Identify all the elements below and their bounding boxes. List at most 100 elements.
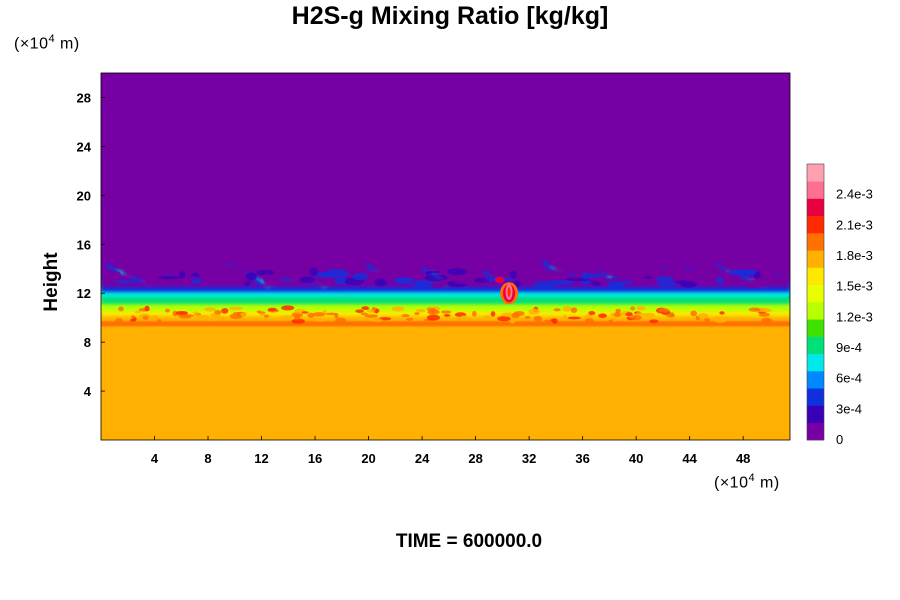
band-speckle: [613, 311, 622, 317]
band-speckle: [459, 315, 469, 321]
band-speckle: [240, 312, 247, 317]
x-tick-label: 40: [629, 451, 643, 466]
band-speckle: [361, 306, 370, 311]
colorbar-swatch: [807, 336, 824, 355]
interface-eddy: [244, 280, 251, 287]
band-speckle: [314, 318, 325, 322]
band-speckle: [570, 307, 578, 313]
interface-eddy: [324, 268, 350, 278]
interface-eddy: [716, 276, 724, 285]
x-tick-label: 36: [575, 451, 589, 466]
band-speckle: [497, 315, 511, 322]
band-speckle: [256, 310, 262, 313]
band-speckle: [401, 314, 410, 318]
interface-eddy: [744, 269, 757, 276]
colorbar-tick-label: 3e-4: [836, 401, 862, 416]
interface-eddy: [514, 280, 521, 288]
band-speckle: [440, 310, 452, 314]
y-axis-unit: (×104 m): [14, 33, 80, 53]
band-speckle: [370, 318, 383, 322]
colorbar-swatch: [807, 181, 824, 199]
colorbar-swatch: [807, 353, 824, 372]
chart-title: H2S-g Mixing Ratio [kg/kg]: [291, 2, 609, 30]
y-tick-label: 24: [77, 139, 92, 154]
band-speckle: [635, 312, 644, 316]
x-axis-unit: (×104 m): [714, 472, 780, 492]
band-speckle: [550, 318, 555, 322]
colorbar-swatch: [807, 371, 824, 389]
band-speckle: [528, 308, 540, 315]
interface-eddy: [256, 269, 275, 276]
interface-eddy: [683, 274, 699, 282]
band-speckle: [719, 311, 725, 315]
band-speckle: [355, 309, 364, 313]
y-tick-label: 28: [77, 90, 91, 105]
band-speckle: [197, 314, 210, 319]
colorbar-tick-label: 1.2e-3: [836, 309, 873, 324]
band-speckle: [584, 314, 593, 319]
interface-eddy: [299, 276, 315, 284]
band-speckle: [366, 309, 374, 313]
band-speckle: [748, 307, 761, 312]
interface-eddy: [179, 271, 186, 279]
interface-eddy: [425, 271, 432, 275]
x-tick-label: 28: [468, 451, 482, 466]
band-speckle: [267, 307, 278, 312]
interface-eddy: [640, 279, 655, 286]
colorbar-tick-label: 2.1e-3: [836, 217, 873, 232]
band-speckle: [263, 314, 270, 318]
band-speckle: [472, 310, 477, 317]
band-speckle: [144, 305, 150, 312]
band-speckle: [415, 308, 426, 313]
band-speckle: [334, 313, 339, 319]
colorbar-tick-label: 1.5e-3: [836, 279, 873, 294]
band-speckle: [704, 318, 711, 323]
colorbar-swatch: [807, 284, 824, 303]
colorbar-swatch: [807, 302, 824, 320]
band-speckle: [698, 313, 709, 319]
band-speckle: [379, 317, 392, 321]
interface-eddy: [446, 268, 468, 276]
band-speckle: [204, 307, 217, 312]
band-speckle: [758, 312, 770, 317]
interface-eddy: [125, 282, 138, 286]
band-speckle: [221, 308, 229, 314]
band-speckle: [427, 309, 440, 315]
band-speckle: [406, 317, 414, 321]
interface-eddy: [374, 278, 388, 287]
plot-border: [100, 72, 791, 441]
plot-area: [101, 73, 790, 440]
x-tick-label: 4: [151, 451, 159, 466]
band-speckle: [553, 308, 561, 312]
band-speckle: [294, 314, 300, 321]
interface-eddy: [245, 272, 257, 281]
band-speckle: [509, 319, 516, 324]
band-speckle: [414, 312, 420, 316]
band-speckle: [562, 314, 567, 321]
band-speckle: [142, 315, 149, 320]
band-speckle: [588, 311, 596, 316]
x-tick-label: 8: [204, 451, 211, 466]
y-tick-label: 4: [84, 384, 92, 399]
time-label: TIME = 600000.0: [395, 531, 543, 552]
band-speckle: [301, 311, 309, 314]
local-max-center: [507, 286, 511, 297]
band-speckle: [214, 310, 222, 315]
colorbar-swatch: [807, 388, 824, 406]
band-speckle: [291, 318, 305, 324]
band-speckle: [281, 305, 295, 311]
x-tick-label: 48: [736, 451, 750, 466]
colorbar-tick-label: 9e-4: [836, 340, 862, 355]
interface-eddy: [607, 282, 625, 289]
y-axis: 4 8 12 16 20 24 28: [77, 90, 105, 399]
band-speckle: [501, 312, 515, 317]
x-tick-label: 16: [308, 451, 322, 466]
interface-eddy: [581, 272, 591, 280]
band-speckle: [426, 314, 441, 321]
colorbar-swatch: [807, 198, 824, 217]
band-speckle: [757, 307, 771, 312]
interface-eddy: [113, 280, 139, 284]
colorbar-swatch: [807, 422, 824, 441]
band-speckle: [666, 313, 675, 318]
